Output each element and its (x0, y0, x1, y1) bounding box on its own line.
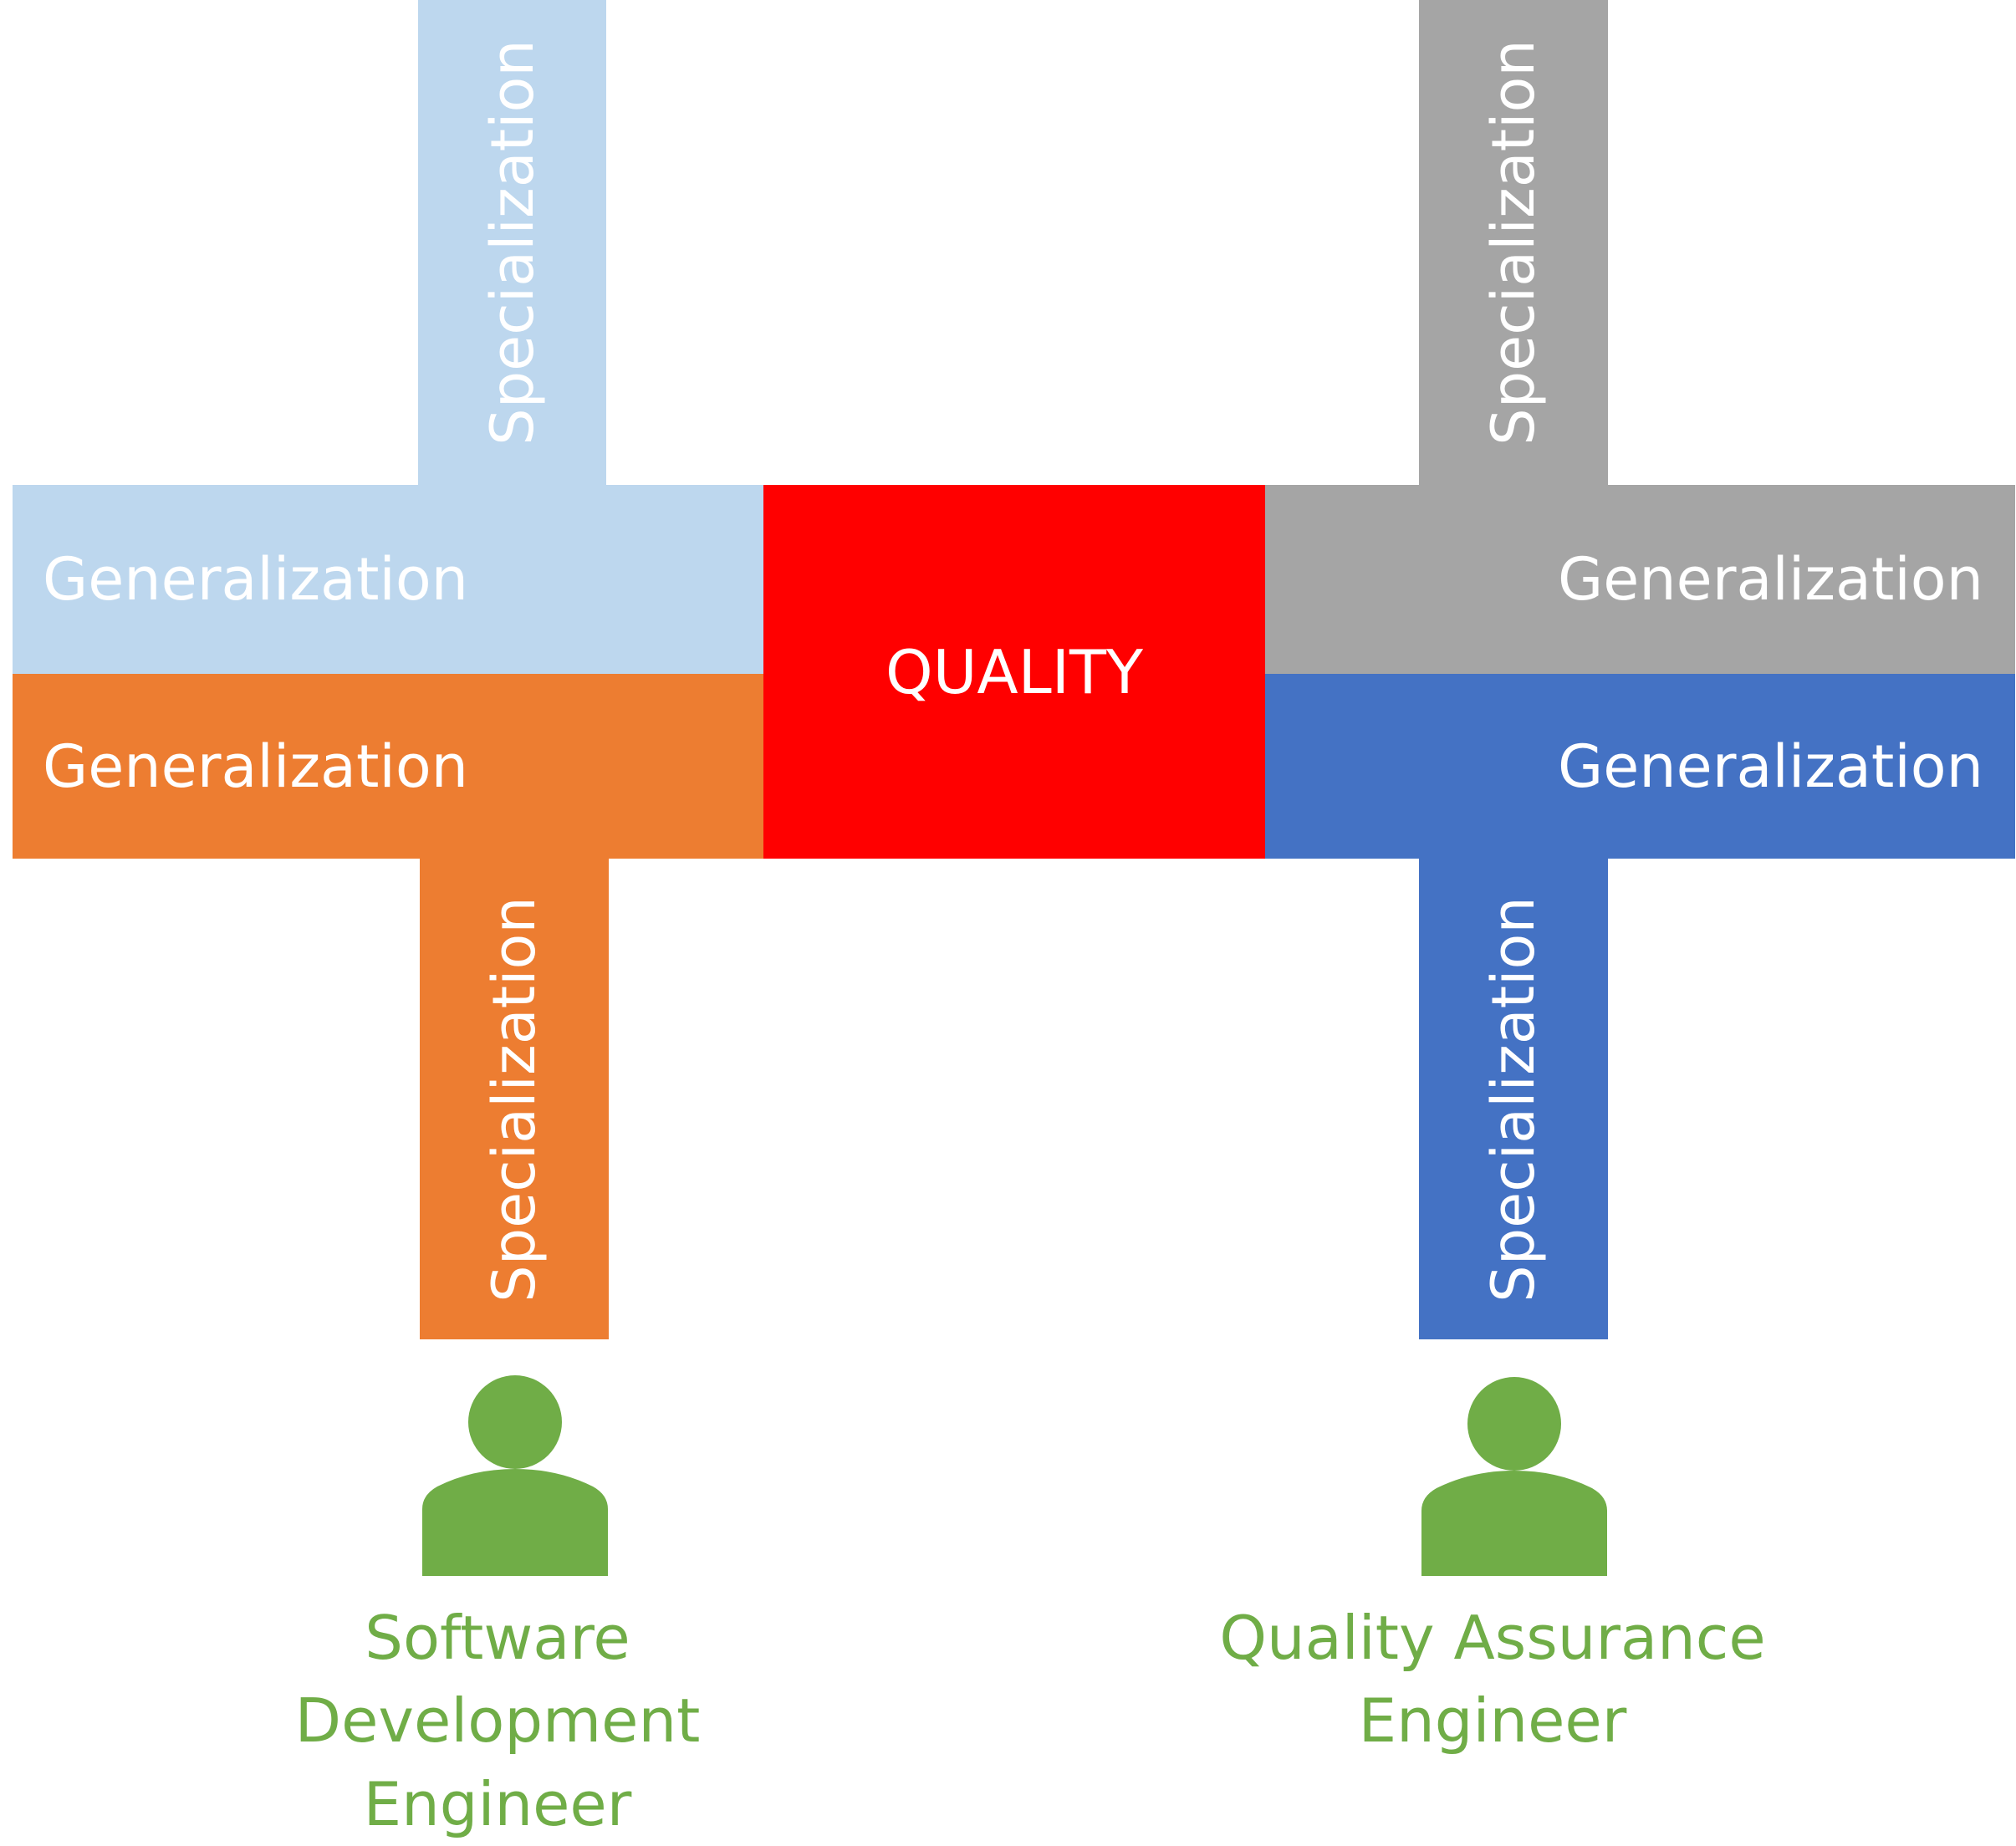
left-top-specialization-label: Specialization (477, 39, 547, 446)
right-top-specialization-bar: Specialization (1419, 0, 1608, 485)
left-bottom-generalization-block: Generalization (13, 674, 763, 859)
right-bottom-specialization-label: Specialization (1479, 895, 1548, 1303)
software-development-engineer-label: Software Development Engineer (159, 1597, 836, 1846)
quality-block: QUALITY (763, 485, 1265, 859)
person-label-line1: Quality Assurance (1219, 1603, 1766, 1673)
quality-assurance-engineer-label: Quality Assurance Engineer (1171, 1597, 1814, 1763)
person-label-line2: Engineer (1358, 1685, 1627, 1757)
right-top-generalization-label: Generalization (1557, 545, 1983, 614)
left-bottom-specialization-label: Specialization (480, 895, 549, 1303)
right-bottom-generalization-block: Generalization (1265, 674, 2015, 859)
left-top-generalization-label: Generalization (43, 545, 469, 614)
person-icon (422, 1375, 608, 1576)
right-top-specialization-label: Specialization (1479, 39, 1548, 446)
left-bottom-generalization-label: Generalization (43, 732, 469, 801)
person-icon (1421, 1377, 1607, 1576)
right-bottom-specialization-bar: Specialization (1419, 859, 1608, 1339)
right-bottom-generalization-label: Generalization (1557, 732, 1983, 801)
quality-label: QUALITY (886, 636, 1143, 707)
left-top-specialization-bar: Specialization (418, 0, 606, 485)
right-top-generalization-block: Generalization (1265, 485, 2015, 674)
person-label-line2: Engineer (363, 1768, 632, 1839)
left-bottom-specialization-bar: Specialization (420, 859, 609, 1339)
left-top-generalization-block: Generalization (13, 485, 763, 674)
person-label-line1: Software Development (294, 1603, 701, 1757)
